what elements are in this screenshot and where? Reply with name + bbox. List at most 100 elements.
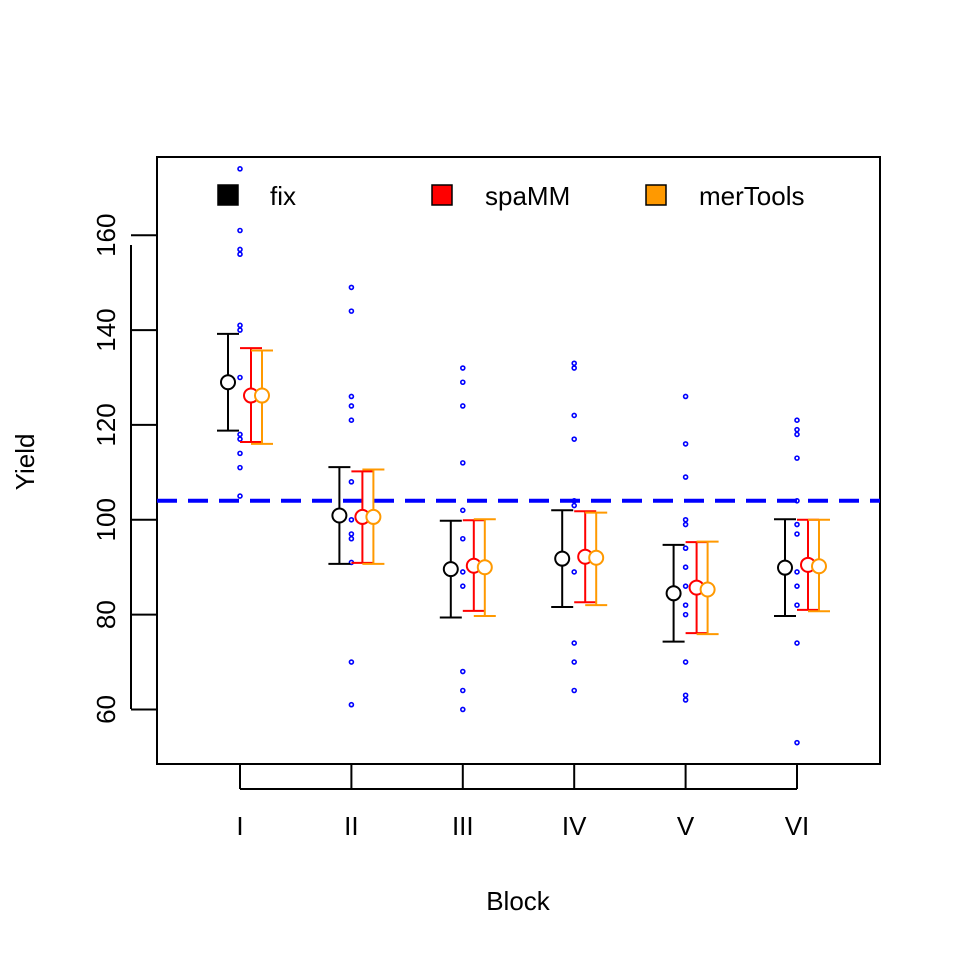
raw-point xyxy=(237,166,243,172)
mean-point-fix xyxy=(442,561,459,578)
raw-point xyxy=(682,393,689,400)
raw-points xyxy=(237,166,800,746)
mean-point-fix xyxy=(665,585,682,602)
raw-point xyxy=(459,583,466,589)
x-axis-label: Block xyxy=(486,886,551,916)
raw-point xyxy=(571,365,578,371)
raw-point xyxy=(459,403,466,409)
mean-point-merTools xyxy=(699,581,716,598)
raw-point xyxy=(348,701,355,708)
raw-point xyxy=(348,516,355,523)
raw-point xyxy=(237,227,243,234)
mean-point-fix xyxy=(554,550,571,567)
x-tick-label: IV xyxy=(562,811,587,841)
y-tick-label: 80 xyxy=(91,600,121,629)
legend: fix spaMM merTools xyxy=(217,181,804,211)
raw-point xyxy=(682,441,689,447)
raw-point xyxy=(571,502,578,509)
x-tick-label: II xyxy=(344,811,358,841)
raw-point xyxy=(237,374,243,381)
raw-point xyxy=(237,450,243,457)
raw-point xyxy=(682,474,689,480)
raw-point xyxy=(459,507,466,514)
raw-point xyxy=(459,365,466,371)
raw-point xyxy=(348,393,355,400)
raw-point xyxy=(237,322,243,329)
raw-point xyxy=(794,583,800,589)
raw-point xyxy=(794,569,800,575)
raw-point xyxy=(348,659,355,665)
legend-swatch-merTools xyxy=(645,184,667,206)
raw-point xyxy=(348,535,355,542)
mean-point-merTools xyxy=(588,549,605,566)
raw-point xyxy=(571,659,578,665)
raw-point xyxy=(571,569,578,575)
raw-point xyxy=(682,521,689,528)
raw-point xyxy=(571,640,578,646)
legend-swatch-fix xyxy=(217,184,239,206)
raw-point xyxy=(794,521,800,528)
raw-point xyxy=(237,493,243,499)
mean-point-merTools xyxy=(811,558,827,575)
legend-swatch-spaMM xyxy=(431,184,453,206)
raw-point xyxy=(237,431,243,438)
raw-point xyxy=(682,692,689,699)
mean-point-merTools xyxy=(476,559,493,576)
y-tick-label: 100 xyxy=(91,498,121,541)
y-tick-label: 120 xyxy=(91,403,121,446)
x-tick-label: VI xyxy=(785,811,810,841)
raw-point xyxy=(348,308,355,314)
raw-point xyxy=(348,531,355,537)
raw-point xyxy=(459,569,466,575)
y-ticks: 60 80 100 120 140 160 xyxy=(91,214,157,724)
raw-point xyxy=(682,545,689,552)
raw-point xyxy=(794,417,800,423)
raw-point xyxy=(459,535,466,542)
legend-label-spaMM: spaMM xyxy=(485,181,570,211)
raw-point xyxy=(459,668,466,675)
raw-point xyxy=(794,426,800,433)
raw-point xyxy=(237,246,243,253)
raw-point xyxy=(459,460,466,466)
y-tick-label: 140 xyxy=(91,308,121,351)
raw-point xyxy=(682,611,689,618)
mean-point-fix xyxy=(777,559,793,576)
raw-point xyxy=(682,697,689,703)
raw-point xyxy=(571,360,578,367)
x-ticks: I II III IV V VI xyxy=(236,764,809,841)
raw-point xyxy=(571,412,578,419)
raw-point xyxy=(794,531,800,537)
raw-point xyxy=(571,436,578,442)
raw-point xyxy=(348,479,355,485)
mean-point-merTools xyxy=(365,508,382,525)
raw-point xyxy=(237,251,243,258)
mean-point-fix xyxy=(331,507,348,524)
raw-point xyxy=(682,602,689,608)
raw-point xyxy=(348,284,355,291)
raw-point xyxy=(794,431,800,438)
series-marks xyxy=(217,332,830,643)
raw-point xyxy=(794,498,800,504)
y-axis-label: Yield xyxy=(10,434,40,491)
x-tick-label: I xyxy=(236,811,243,841)
raw-point xyxy=(794,739,800,746)
raw-point xyxy=(794,602,800,608)
raw-point xyxy=(348,417,355,423)
raw-point xyxy=(571,687,578,694)
plot-frame xyxy=(156,156,881,765)
raw-point xyxy=(459,706,466,713)
raw-point xyxy=(794,640,800,646)
raw-point xyxy=(237,327,243,333)
legend-label-merTools: merTools xyxy=(699,181,804,211)
legend-label-fix: fix xyxy=(270,181,296,211)
raw-point xyxy=(682,659,689,665)
raw-point xyxy=(682,516,689,523)
raw-point xyxy=(682,583,689,589)
raw-point xyxy=(348,403,355,409)
mean-point-merTools xyxy=(254,387,270,404)
raw-point xyxy=(237,464,243,471)
x-tick-label: III xyxy=(452,811,474,841)
y-tick-label: 60 xyxy=(91,695,121,724)
raw-point xyxy=(794,455,800,461)
